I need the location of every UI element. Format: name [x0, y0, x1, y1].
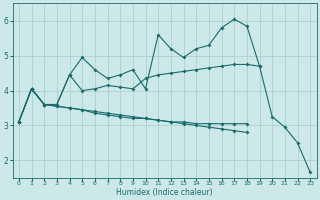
X-axis label: Humidex (Indice chaleur): Humidex (Indice chaleur) — [116, 188, 213, 197]
